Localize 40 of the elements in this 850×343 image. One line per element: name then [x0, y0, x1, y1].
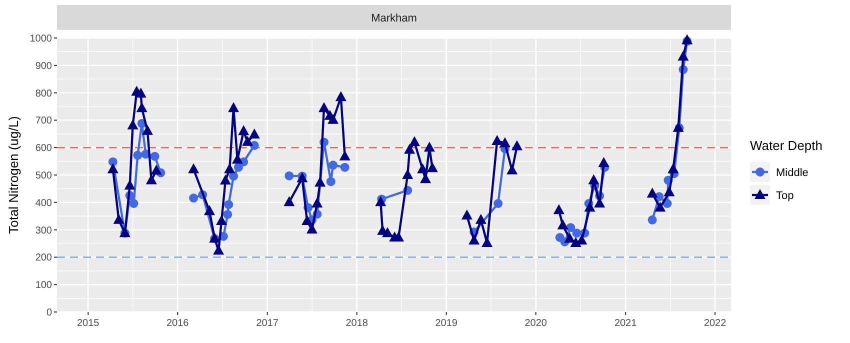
x-tick-label: 2020	[524, 318, 548, 329]
y-tick-label: 300	[35, 225, 52, 236]
legend-title: Water Depth	[750, 138, 822, 153]
point	[224, 200, 234, 210]
point	[328, 160, 338, 170]
point	[326, 177, 336, 186]
point	[284, 171, 294, 180]
legend-label: Top	[776, 190, 794, 202]
point	[340, 162, 350, 172]
legend-label: Middle	[776, 167, 808, 179]
y-tick-label: 0	[46, 308, 52, 318]
y-tick-label: 1000	[30, 34, 52, 44]
x-tick-label: 2016	[166, 318, 190, 329]
y-tick-label: 400	[35, 198, 52, 209]
x-tick-label: 2018	[346, 318, 368, 329]
point	[572, 228, 582, 238]
point	[494, 198, 503, 208]
x-tick-label: 2019	[435, 318, 458, 329]
point	[229, 172, 238, 181]
chart-title: Markham	[371, 12, 417, 24]
point	[223, 210, 232, 219]
x-tick-label: 2022	[704, 318, 727, 329]
point	[150, 152, 160, 161]
y-tick-label: 700	[35, 116, 52, 127]
x-tick-label: 2017	[256, 318, 279, 329]
y-tick-label: 600	[35, 143, 52, 154]
y-tick-label: 900	[35, 60, 52, 72]
point	[189, 194, 198, 203]
y-axis-title: Total Nitrogen (ug/L)	[6, 116, 21, 234]
y-tick-label: 100	[35, 280, 52, 292]
y-tick-label: 200	[35, 252, 52, 264]
x-tick-label: 2021	[614, 318, 638, 329]
point	[566, 223, 576, 232]
point	[129, 198, 138, 208]
point	[133, 150, 142, 160]
point	[108, 157, 118, 166]
y-tick-label: 500	[35, 170, 52, 182]
y-tick-label: 800	[35, 88, 52, 100]
point	[648, 215, 657, 224]
x-tick-label: 2015	[77, 318, 100, 329]
